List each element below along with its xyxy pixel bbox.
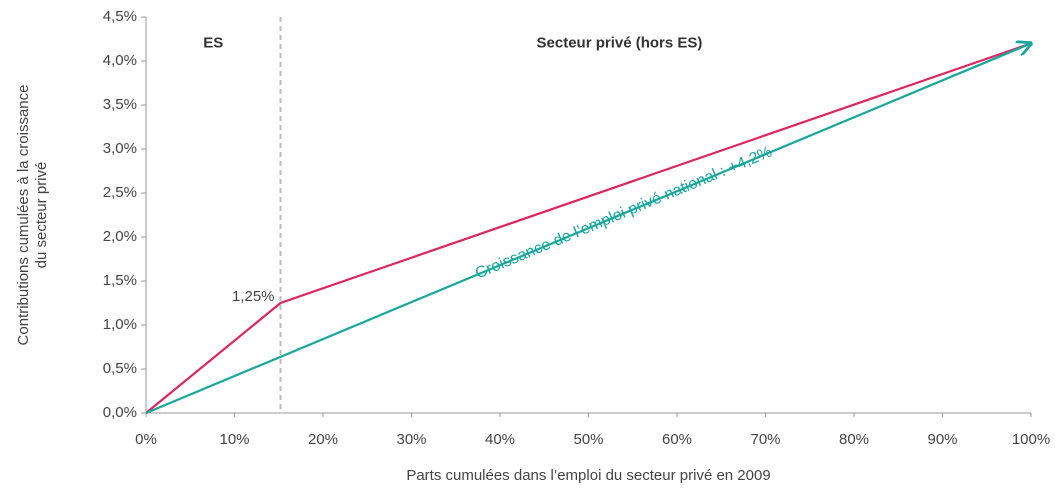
y-tick-label: 0,5% — [103, 360, 137, 377]
y-tick-label: 3,5% — [103, 96, 137, 113]
x-tick-label: 30% — [396, 431, 426, 448]
y-tick-label: 3,0% — [103, 140, 137, 157]
x-tick-label: 40% — [485, 431, 515, 448]
annotation: ES — [203, 34, 223, 51]
x-tick-label: 100% — [1012, 431, 1050, 448]
x-tick-label: 20% — [308, 431, 338, 448]
y-tick-label: 1,5% — [103, 272, 137, 289]
y-tick-label: 2,5% — [103, 184, 137, 201]
x-tick-label: 90% — [927, 431, 957, 448]
series-line — [145, 43, 1031, 415]
x-tick-label: 70% — [750, 431, 780, 448]
y-tick-label: 1,0% — [103, 316, 137, 333]
data-label: 1,25% — [232, 288, 275, 305]
annotation: Secteur privé (hors ES) — [537, 34, 703, 51]
y-tick-label: 0,0% — [103, 404, 137, 421]
y-axis-title: du secteur privé — [33, 162, 50, 269]
x-tick-label: 10% — [219, 431, 249, 448]
y-tick-label: 4,5% — [103, 8, 137, 25]
y-tick-label: 4,0% — [103, 52, 137, 69]
x-tick-label: 80% — [839, 431, 869, 448]
x-tick-label: 0% — [135, 431, 157, 448]
x-axis-title: Parts cumulées dans l’emploi du secteur … — [406, 467, 770, 484]
y-axis-title: Contributions cumulées à la croissance — [15, 85, 32, 346]
x-tick-label: 50% — [573, 431, 603, 448]
y-tick-label: 2,0% — [103, 228, 137, 245]
series-line — [145, 42, 1032, 414]
x-tick-label: 60% — [662, 431, 692, 448]
annotation: Croissance de l’emploi privé national : … — [473, 144, 775, 283]
